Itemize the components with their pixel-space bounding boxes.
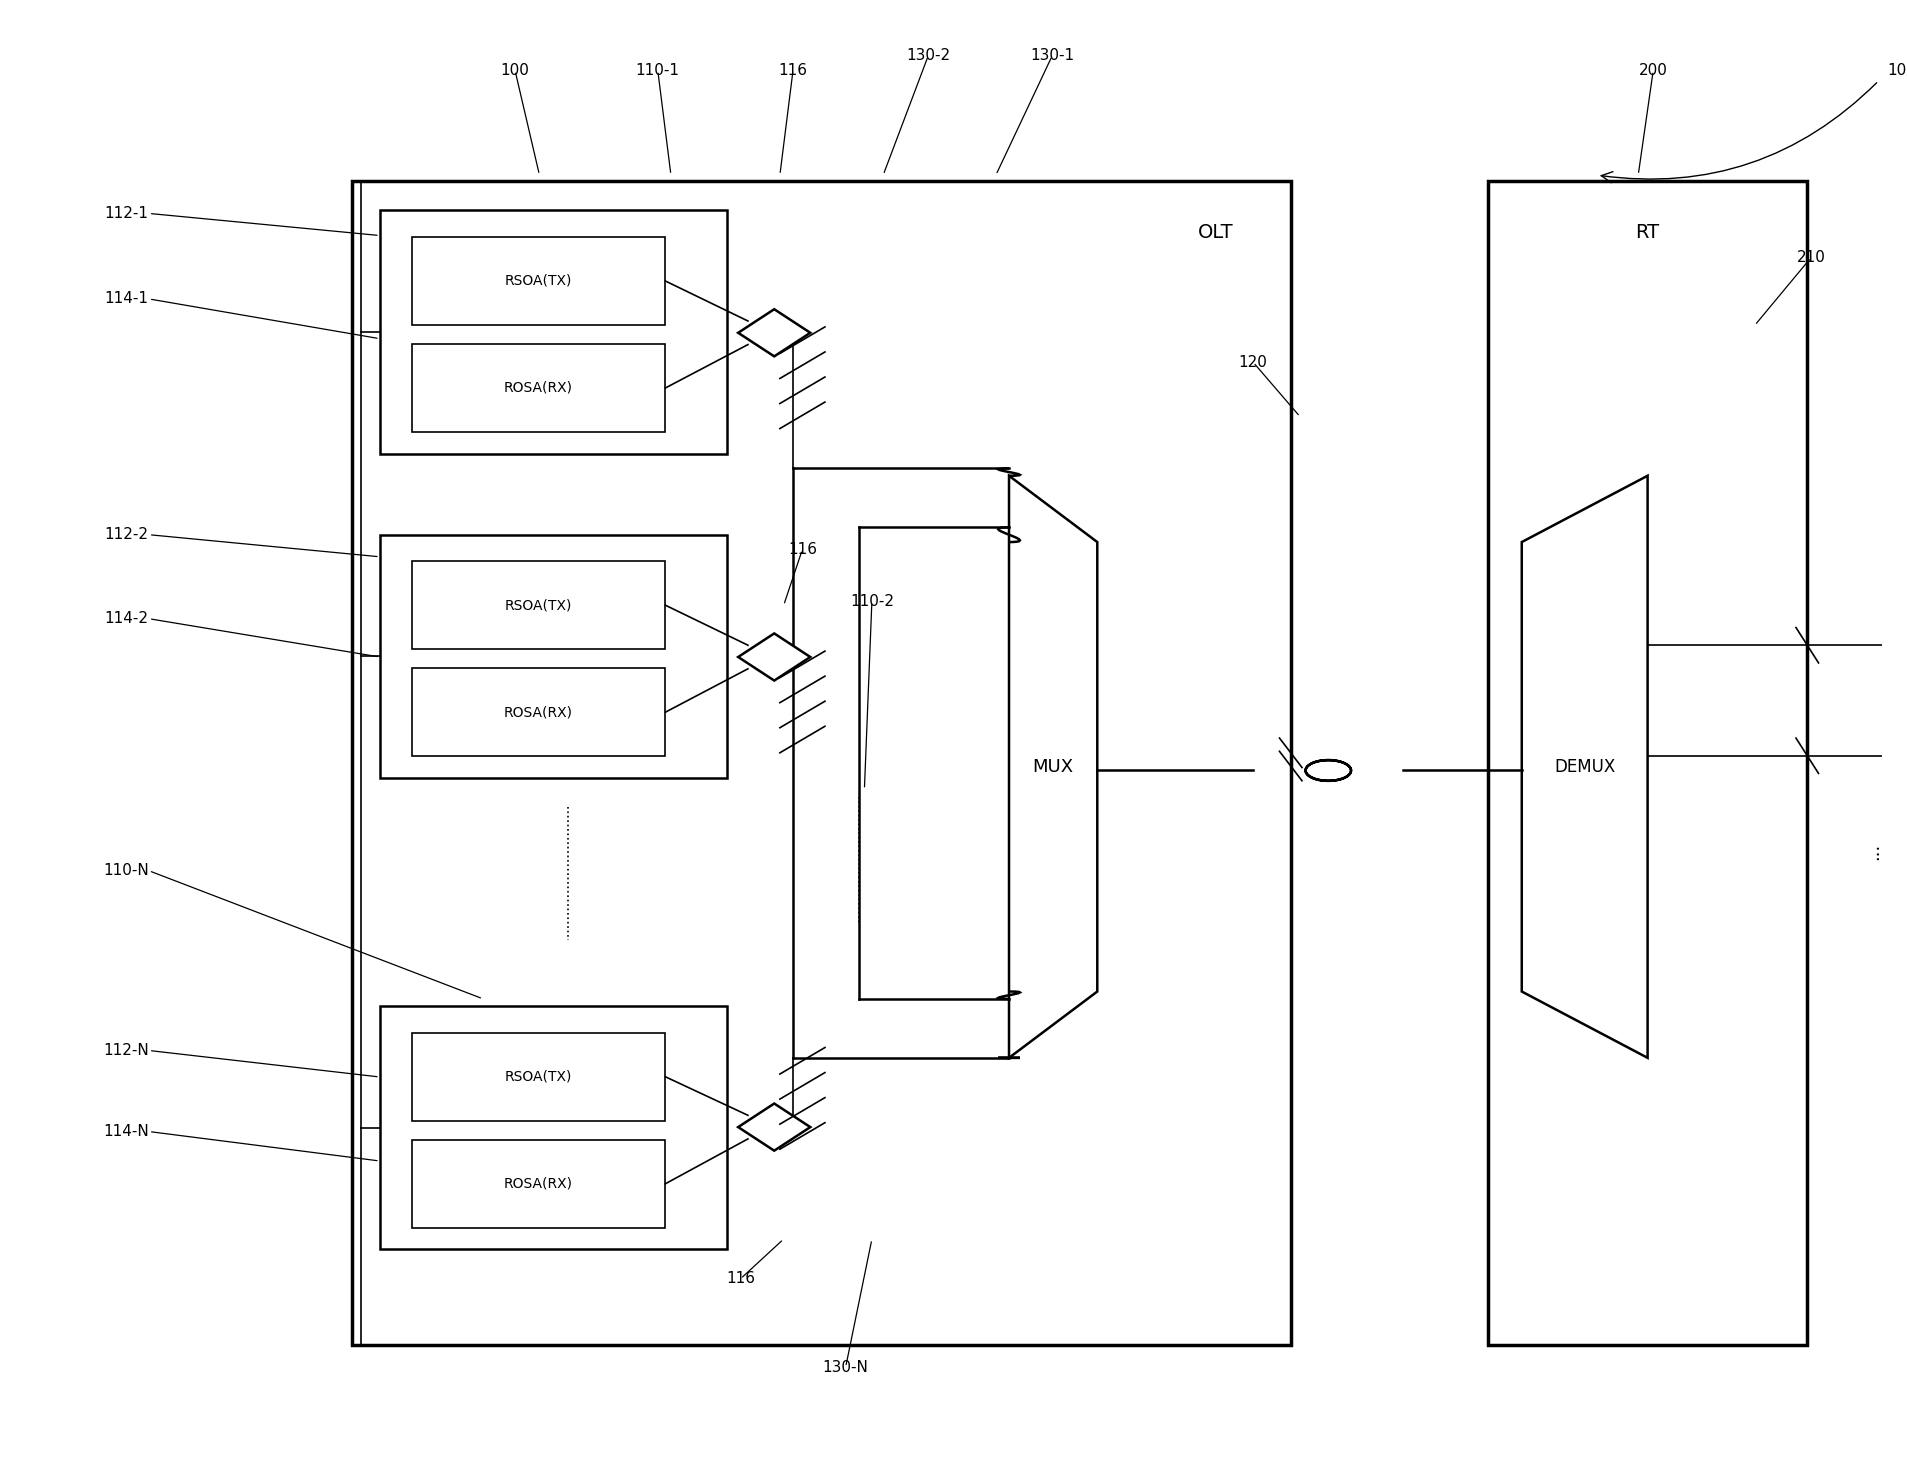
Text: OLT: OLT — [1198, 224, 1232, 242]
Text: 100: 100 — [500, 62, 530, 79]
Text: 112-1: 112-1 — [105, 206, 149, 221]
Bar — [412, 344, 666, 431]
Text: ...: ... — [1863, 843, 1880, 860]
Text: ROSA(RX): ROSA(RX) — [503, 1177, 572, 1190]
Bar — [379, 535, 727, 778]
Text: 130-2: 130-2 — [906, 49, 950, 64]
Text: 112-2: 112-2 — [105, 528, 149, 542]
Bar — [351, 181, 1289, 1346]
Bar — [412, 1140, 666, 1227]
Text: RT: RT — [1634, 224, 1659, 242]
Text: 110-2: 110-2 — [849, 593, 894, 609]
Text: RSOA(TX): RSOA(TX) — [505, 274, 572, 288]
Bar — [412, 1033, 666, 1120]
Text: RSOA(TX): RSOA(TX) — [505, 599, 572, 612]
Text: 112-N: 112-N — [103, 1043, 149, 1058]
Text: RSOA(TX): RSOA(TX) — [505, 1070, 572, 1083]
Polygon shape — [738, 633, 810, 680]
Bar — [379, 210, 727, 453]
Bar — [1487, 181, 1806, 1346]
Bar — [379, 1006, 727, 1249]
Text: 10: 10 — [1886, 62, 1905, 79]
Text: ROSA(RX): ROSA(RX) — [503, 705, 572, 719]
Polygon shape — [1009, 476, 1097, 1058]
Text: 116: 116 — [788, 542, 816, 557]
Text: 110-N: 110-N — [103, 863, 149, 879]
Text: 114-N: 114-N — [103, 1123, 149, 1140]
Bar — [412, 668, 666, 756]
Text: 130-1: 130-1 — [1030, 49, 1074, 64]
Bar — [412, 562, 666, 649]
Text: MUX: MUX — [1032, 757, 1074, 775]
Text: 120: 120 — [1238, 354, 1266, 370]
Text: 210: 210 — [1796, 250, 1825, 265]
Text: 114-1: 114-1 — [105, 292, 149, 307]
Text: DEMUX: DEMUX — [1552, 757, 1615, 775]
Text: 200: 200 — [1638, 62, 1667, 79]
Bar — [412, 237, 666, 325]
FancyArrowPatch shape — [1600, 83, 1876, 182]
Text: ROSA(RX): ROSA(RX) — [503, 381, 572, 396]
Text: 114-2: 114-2 — [105, 611, 149, 627]
Text: 110-1: 110-1 — [635, 62, 679, 79]
Text: 116: 116 — [778, 62, 807, 79]
Text: 130-N: 130-N — [822, 1360, 868, 1375]
Polygon shape — [1522, 476, 1648, 1058]
Text: 116: 116 — [725, 1272, 755, 1286]
Polygon shape — [738, 310, 810, 356]
Polygon shape — [738, 1104, 810, 1150]
